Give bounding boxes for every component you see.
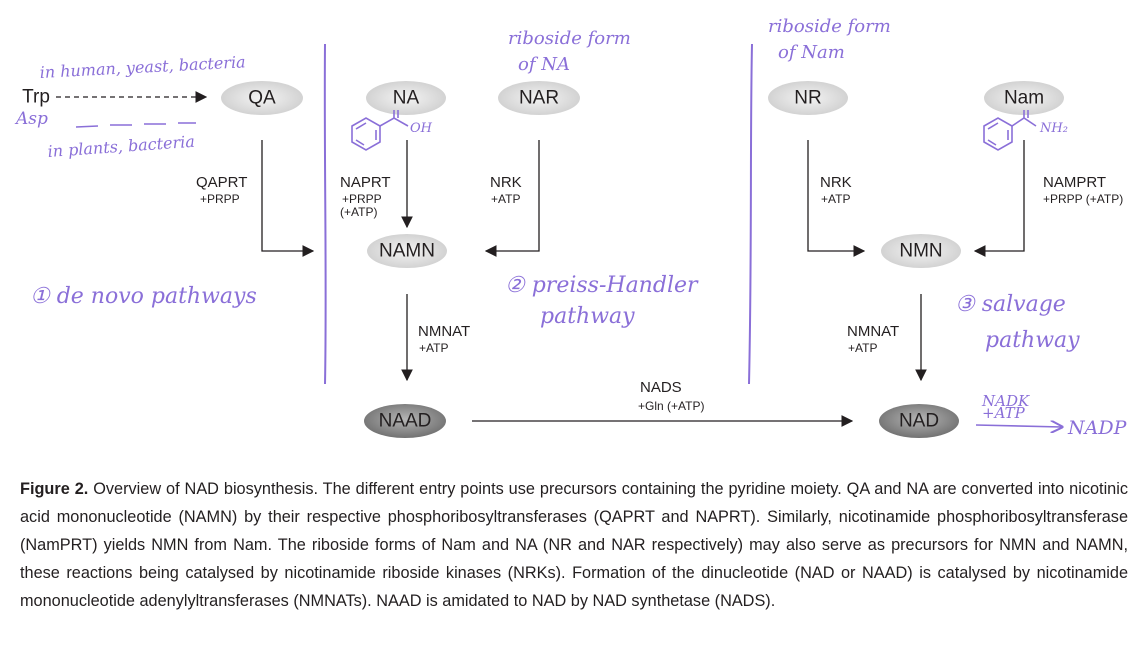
node-na: NA bbox=[366, 81, 446, 115]
node-nr-label: NR bbox=[794, 88, 821, 109]
note-human-yeast-bacteria: in human, yeast, bacteria bbox=[39, 52, 246, 82]
enzyme-nmnat-left: NMNAT bbox=[418, 323, 470, 340]
node-namn: NAMN bbox=[367, 234, 447, 268]
cofactor-nads: +Gln (+ATP) bbox=[638, 399, 704, 413]
note-preiss-handler-2: pathway bbox=[540, 304, 635, 329]
note-salvage-2: pathway bbox=[985, 328, 1080, 353]
arrow-qa-to-namn bbox=[261, 140, 315, 257]
node-qa: QA bbox=[221, 81, 303, 115]
cofactor-namprt: +PRPP (+ATP) bbox=[1043, 192, 1123, 206]
figure-caption: Figure 2. Overview of NAD biosynthesis. … bbox=[20, 475, 1128, 615]
note-plants-bacteria: in plants, bacteria bbox=[47, 132, 195, 161]
enzyme-nads: NADS bbox=[640, 379, 682, 396]
enzyme-naprt: NAPRT bbox=[340, 174, 391, 191]
enzyme-nmnat-right: NMNAT bbox=[847, 323, 899, 340]
note-preiss-handler-1: ② preiss-Handler bbox=[505, 273, 699, 298]
nad-biosynthesis-diagram: QA NA NAR NAMN NAAD NR Nam NMN NAD Trp bbox=[14, 16, 1128, 439]
cofactor-nmnat-right: +ATP bbox=[848, 341, 877, 355]
node-nmn-label: NMN bbox=[899, 241, 942, 262]
asp-dash-line bbox=[75, 122, 196, 128]
node-namn-label: NAMN bbox=[379, 241, 435, 262]
note-oh: OH bbox=[410, 121, 433, 136]
note-asp: Asp bbox=[14, 109, 48, 129]
cofactor-naprt-2: (+ATP) bbox=[340, 205, 377, 219]
node-nam-label: Nam bbox=[1004, 88, 1044, 109]
node-nam: Nam bbox=[984, 81, 1064, 115]
node-naad: NAAD bbox=[364, 404, 446, 438]
note-nadk: NADK bbox=[981, 392, 1030, 410]
node-na-label: NA bbox=[393, 88, 420, 109]
note-riboside-nam-1: riboside form bbox=[768, 16, 891, 37]
note-riboside-na-1: riboside form bbox=[508, 28, 631, 49]
note-de-novo: ① de novo pathways bbox=[30, 284, 257, 309]
nicotinic-acid-structure-icon bbox=[351, 110, 409, 151]
cofactor-nrk-right: +ATP bbox=[821, 192, 850, 206]
nadk-arrow bbox=[975, 425, 1062, 427]
cofactor-nrk-left: +ATP bbox=[491, 192, 520, 206]
enzyme-nrk-right: NRK bbox=[820, 174, 852, 191]
node-qa-label: QA bbox=[248, 88, 276, 109]
note-nadk-atp: +ATP bbox=[982, 404, 1026, 422]
divider-line-left bbox=[323, 43, 327, 385]
arrow-nr-to-nmn bbox=[807, 140, 866, 257]
note-nadp: NADP bbox=[1067, 417, 1128, 439]
cofactor-nmnat-left: +ATP bbox=[419, 341, 448, 355]
node-nmn: NMN bbox=[881, 234, 961, 268]
arrow-nar-to-namn bbox=[484, 140, 540, 257]
enzyme-nrk-left: NRK bbox=[490, 174, 522, 191]
node-nr: NR bbox=[768, 81, 848, 115]
nicotinamide-structure-icon bbox=[983, 110, 1037, 151]
cofactor-qaprt: +PRPP bbox=[200, 192, 240, 206]
node-trp-label: Trp bbox=[22, 87, 50, 108]
figure-caption-label: Figure 2. bbox=[20, 480, 89, 498]
node-nad-label: NAD bbox=[899, 411, 939, 432]
note-nh2: NH₂ bbox=[1039, 121, 1068, 136]
cofactor-naprt-1: +PRPP bbox=[342, 192, 382, 206]
enzyme-qaprt: QAPRT bbox=[196, 174, 247, 191]
node-naad-label: NAAD bbox=[379, 411, 432, 432]
note-riboside-nam-2: of Nam bbox=[778, 42, 845, 63]
note-salvage-1: ③ salvage bbox=[955, 292, 1066, 317]
arrow-nam-to-nmn bbox=[973, 140, 1025, 257]
node-nar-label: NAR bbox=[519, 88, 559, 109]
node-nad: NAD bbox=[879, 404, 959, 438]
enzyme-namprt: NAMPRT bbox=[1043, 174, 1106, 191]
node-nar: NAR bbox=[498, 81, 580, 115]
figure-caption-text: Overview of NAD biosynthesis. The differ… bbox=[20, 480, 1128, 610]
divider-line-right bbox=[748, 43, 753, 385]
note-riboside-na-2: of NA bbox=[518, 54, 570, 75]
